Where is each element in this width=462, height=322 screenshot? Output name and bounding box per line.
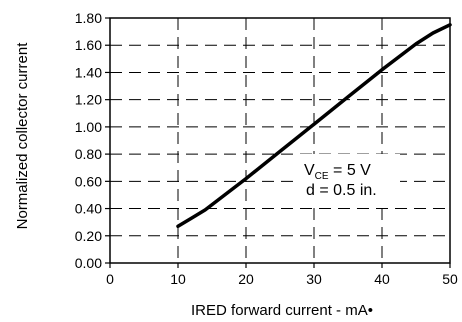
x-ticks: 0 10 20 30 40 50	[106, 263, 458, 287]
y-tick-label: 0.60	[75, 173, 102, 189]
x-tick-label: 40	[374, 271, 390, 287]
annotation: VCE = 5 V d = 0.5 in.	[300, 154, 400, 202]
grid	[110, 18, 450, 263]
plot-frame	[109, 17, 451, 264]
y-tick-label: 0.80	[75, 146, 102, 162]
x-tick-label: 50	[442, 271, 458, 287]
y-tick-label: 0.20	[75, 228, 102, 244]
y-tick-label: 1.40	[75, 64, 102, 80]
y-tick-label: 1.20	[75, 92, 102, 108]
y-tick-label: 0.00	[75, 255, 102, 271]
y-tick-label: 1.60	[75, 37, 102, 53]
x-tick-label: 30	[306, 271, 322, 287]
y-tick-label: 1.80	[75, 10, 102, 26]
annotation-distance: d = 0.5 in.	[306, 182, 377, 199]
y-axis-label: Normalized collector current	[14, 42, 31, 230]
series-line	[176, 23, 452, 229]
y-ticks: 0.00 0.20 0.40 0.60 0.80 1.00 1.20 1.40 1.60 1.80	[75, 10, 110, 271]
x-axis-label: IRED forward current - mA•	[191, 302, 373, 319]
x-tick-label: 10	[170, 271, 186, 287]
annotation-vce: VCE = 5 V	[304, 162, 371, 182]
y-tick-label: 0.40	[75, 201, 102, 217]
x-tick-label: 0	[106, 271, 114, 287]
y-tick-label: 1.00	[75, 119, 102, 135]
x-tick-label: 20	[238, 271, 254, 287]
